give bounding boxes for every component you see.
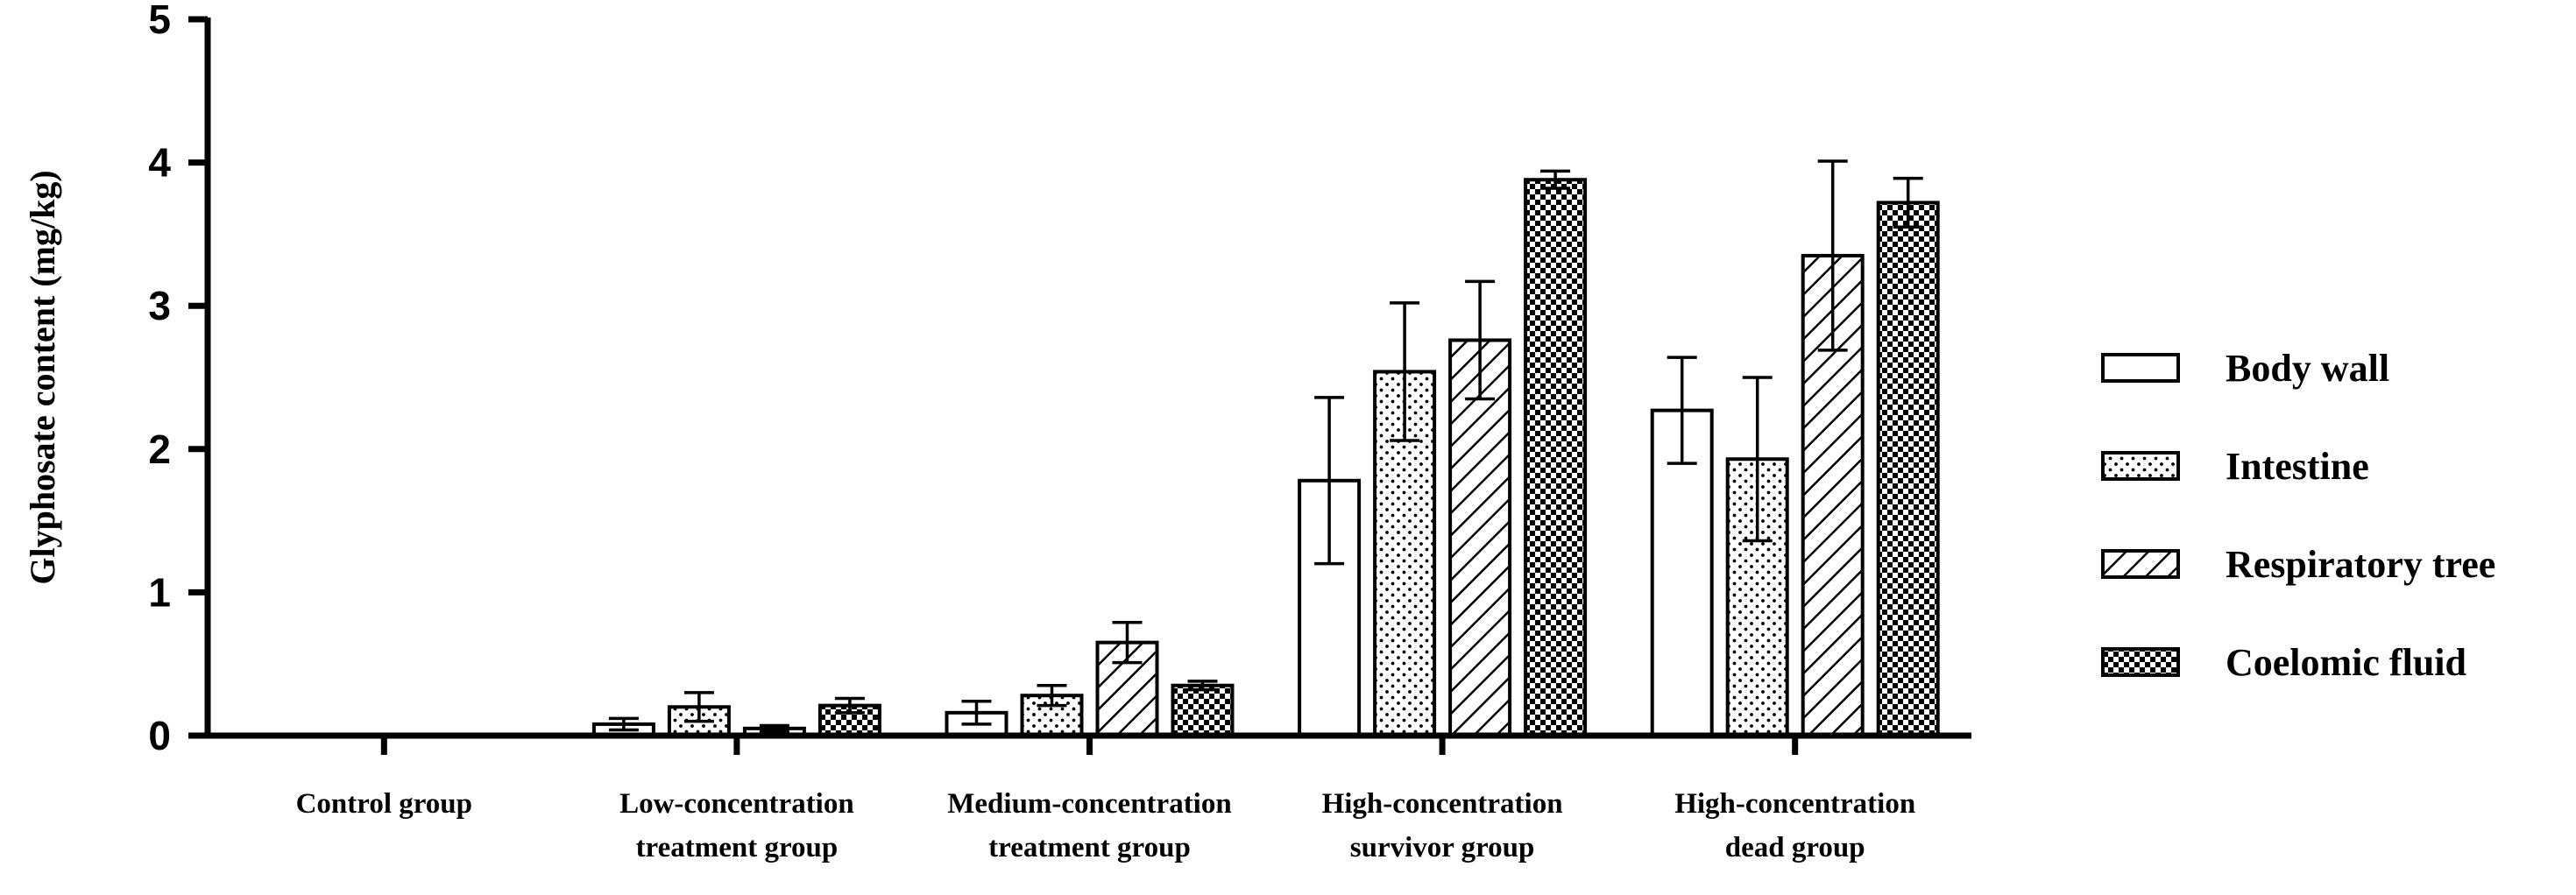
error-bar xyxy=(1667,356,1697,465)
y-tick-label: 0 xyxy=(148,713,171,758)
y-tick-label: 1 xyxy=(148,569,171,615)
error-bar xyxy=(834,696,865,715)
error-bar xyxy=(1817,159,1848,352)
error-bar xyxy=(1893,176,1923,229)
error-bar xyxy=(608,716,639,732)
x-tick-label: High-concentration survivor group xyxy=(1322,788,1563,863)
legend-label: Body wall xyxy=(2226,347,2389,390)
error-bar xyxy=(1390,301,1420,442)
x-tick-label: High-concentration dead group xyxy=(1674,788,1915,863)
legend-label: Coelomic fluid xyxy=(2226,641,2466,684)
legend-swatch-body-wall xyxy=(2101,353,2180,383)
y-tick-label: 2 xyxy=(148,426,171,472)
legend-label: Intestine xyxy=(2226,445,2369,488)
legend-swatch-respiratory-tree xyxy=(2101,549,2180,579)
legend-label: Respiratory tree xyxy=(2226,543,2495,586)
y-tick-label: 5 xyxy=(148,0,171,42)
error-bar xyxy=(1112,621,1143,665)
y-tick-label: 4 xyxy=(148,140,171,186)
x-tick-label: Control group xyxy=(296,788,472,820)
error-bar xyxy=(961,699,992,726)
legend-swatch-coelomic-fluid xyxy=(2101,647,2180,677)
error-bar xyxy=(1742,376,1773,543)
error-bar xyxy=(1187,680,1218,692)
y-axis-title: Glyphosate content (mg/kg) xyxy=(23,170,62,584)
bar-coelomic-fluid xyxy=(1524,178,1588,737)
bar-intestine xyxy=(1725,457,1789,737)
error-bar xyxy=(759,723,789,733)
error-bar xyxy=(1465,279,1496,401)
error-bar xyxy=(683,691,714,723)
x-tick-label: Medium-concentration treatment group xyxy=(947,788,1231,863)
error-bar xyxy=(1540,169,1571,190)
error-bar xyxy=(1037,683,1067,708)
bar-coelomic-fluid xyxy=(1171,683,1235,737)
bar-coelomic-fluid xyxy=(1876,201,1940,737)
legend-swatch-intestine xyxy=(2101,451,2180,481)
x-tick-label: Low-concentration treatment group xyxy=(619,788,854,863)
y-tick-label: 3 xyxy=(148,283,171,328)
error-bar xyxy=(1314,396,1345,566)
